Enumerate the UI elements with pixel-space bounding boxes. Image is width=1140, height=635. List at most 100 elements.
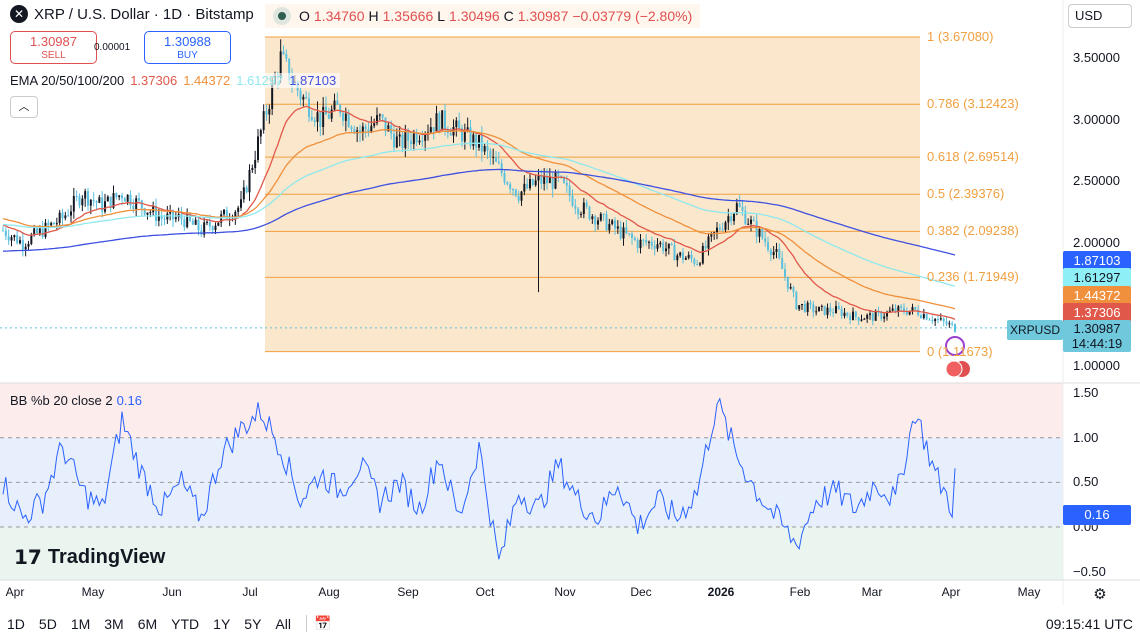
candle-body [860,319,863,321]
currency-select[interactable]: USD [1068,4,1132,28]
range-button-5d[interactable]: 5D [38,615,57,632]
candle-body [347,113,350,127]
range-button-ytd[interactable]: YTD [171,615,200,632]
candle-body [820,305,823,307]
candle-body [911,307,914,311]
clock: 09:15:41 UTC [1045,615,1133,632]
ema100-tag: 1.61297 [1063,268,1131,288]
candle-body [143,208,146,215]
candle-body [118,195,121,198]
price-chart[interactable] [0,0,1140,612]
candle-body [531,179,534,186]
candle-body [721,229,724,231]
candle-body [894,308,897,312]
candle-body [846,312,849,316]
candle-body [625,227,628,234]
candle-body [500,163,503,173]
candle-body [50,222,53,226]
candle-body [47,222,50,226]
candle-body [432,127,435,132]
candle-body [109,196,112,208]
candle-body [886,311,888,317]
candle-body [254,159,257,168]
tradingview-logo[interactable]: 𝟭𝟳 TradingView [14,546,166,569]
range-button-1y[interactable]: 1Y [213,615,231,632]
range-button-1d[interactable]: 1D [7,615,25,632]
candle-body [506,182,509,185]
candle-body [752,219,755,221]
candle-body [571,195,574,206]
candle-body [412,133,415,145]
candle-body [44,222,47,238]
ema50-tag: 1.44372 [1063,286,1131,306]
candle-body [665,248,667,252]
candle-body [605,214,608,231]
candle-body [81,198,84,206]
candle-body [58,212,61,224]
candle-body [939,318,942,320]
candle-body [67,215,70,217]
range-button-all[interactable]: All [275,615,291,632]
fib-level-label: 1 (3.67080) [927,28,994,44]
candle-body [13,235,16,238]
candle-body [129,194,132,206]
candle-body [815,311,818,313]
candle-body [30,234,33,244]
bb-legend[interactable]: BB %b 20 close 2 0.16 [10,393,142,408]
candle-body [237,207,240,212]
candle-body [75,196,78,198]
candle-body [424,133,427,141]
candle-body [648,241,650,243]
candle-body [727,216,730,223]
candle-body [801,304,803,306]
candle-body [367,129,370,132]
candle-body [288,58,291,81]
buy-button[interactable]: 1.30988 BUY [144,31,231,64]
time-axis-label: Sep [397,585,419,599]
low-value: 1.30496 [449,8,500,24]
sell-button[interactable]: 1.30987 SELL [10,31,97,64]
collapse-legend-button[interactable]: ︿ [10,96,38,118]
ema-legend[interactable]: EMA 20/50/100/200 1.37306 1.44372 1.61297 1.… [10,73,341,88]
candle-body [418,140,421,143]
candle-body [857,317,860,321]
range-button-5y[interactable]: 5Y [244,615,262,632]
candle-body [608,223,611,231]
bb-overbought-zone [0,383,1063,438]
candle-body [837,306,840,309]
candle-body [537,175,540,181]
candle-body [268,109,271,115]
range-button-6m[interactable]: 6M [137,615,158,632]
date-range-icon[interactable]: 📅 [305,615,338,632]
candle-body [10,237,13,241]
candle-body [786,276,789,289]
candle-body [682,252,684,260]
candle-body [61,212,64,219]
candle-body [398,134,401,137]
candle-body [64,215,67,219]
last-price-tag: 1.30987 14:44:19 [1063,320,1131,352]
settings-icon[interactable]: ⚙ [1093,586,1107,603]
candle-body [41,228,44,238]
candle-body [84,191,87,199]
candle-body [733,213,735,222]
fib-level-label: 0.236 (1.71949) [927,269,1019,285]
candle-body [546,176,548,184]
symbol-header[interactable]: ✕ XRP / U.S. Dollar · 1D · Bitstamp [10,5,254,23]
candle-body [310,117,313,121]
candle-body [265,111,268,115]
price-axis-label: 2.50000 [1073,173,1120,189]
candle-body [582,202,585,215]
candle-body [325,106,327,115]
time-axis-label: Nov [554,585,576,599]
time-axis-label: Aug [318,585,340,599]
candle-body [798,305,801,310]
range-button-1m[interactable]: 1M [70,615,91,632]
time-axis-label: May [1017,585,1041,599]
candle-body [520,191,523,201]
candle-body [138,198,140,201]
candle-body [302,96,305,100]
range-button-3m[interactable]: 3M [104,615,124,632]
candle-body [877,311,880,313]
candle-body [87,191,89,206]
